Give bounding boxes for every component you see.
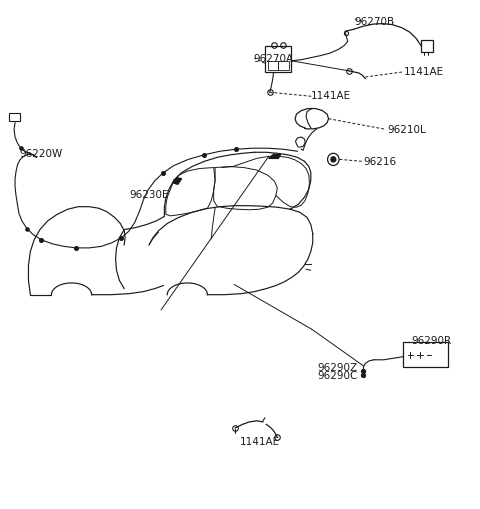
Text: 96270A: 96270A (253, 53, 294, 64)
Bar (268, 62, 278, 71)
Text: 96230E: 96230E (129, 190, 168, 200)
Text: 96270B: 96270B (354, 17, 394, 27)
Text: 96216: 96216 (363, 157, 396, 166)
Bar (9, 114, 20, 122)
Text: 96210L: 96210L (387, 125, 426, 135)
Text: 96290C: 96290C (318, 371, 358, 380)
Polygon shape (269, 155, 281, 159)
Text: 1141AE: 1141AE (240, 436, 280, 446)
Bar (421, 41, 433, 52)
Text: 1141AE: 1141AE (311, 91, 351, 101)
Polygon shape (173, 178, 181, 185)
Bar (278, 62, 289, 71)
Text: 96290R: 96290R (411, 336, 452, 346)
Text: 1141AE: 1141AE (404, 67, 444, 77)
Circle shape (331, 158, 336, 162)
Bar (265, 47, 291, 73)
Bar (403, 343, 448, 367)
Text: 96220W: 96220W (20, 149, 63, 159)
Text: 96290Z: 96290Z (318, 362, 358, 372)
